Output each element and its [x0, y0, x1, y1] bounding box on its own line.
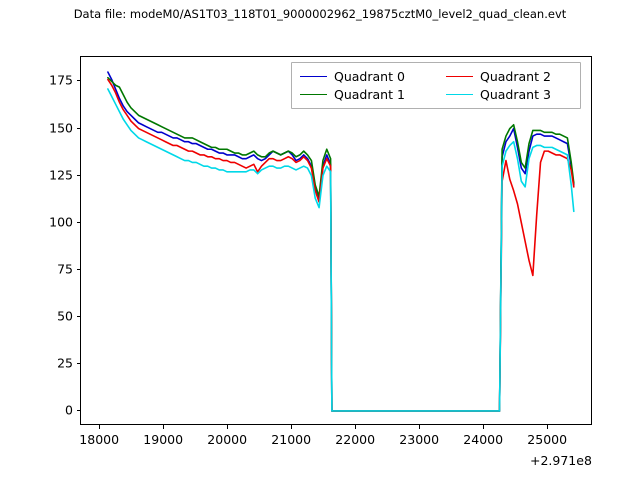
legend-label: Quadrant 0 — [334, 69, 405, 84]
y-tick-label: 25 — [57, 355, 73, 371]
legend-label: Quadrant 2 — [480, 69, 551, 84]
figure-title: Data file: modeM0/AS1T03_118T01_90000029… — [73, 7, 567, 21]
series-line-1 — [107, 76, 575, 412]
legend-grid: Quadrant 0 Quadrant 2 Quadrant 1 Quadrant 3 — [300, 68, 572, 103]
x-tick-label: 25000 — [527, 432, 568, 447]
legend-entry-0[interactable]: Quadrant 0 — [300, 68, 426, 85]
y-tick-mark — [76, 174, 80, 176]
y-tick-mark — [76, 362, 80, 364]
x-axis-offset-label: +2.971e8 — [530, 453, 592, 468]
legend-entry-2[interactable]: Quadrant 2 — [446, 68, 572, 85]
y-tick-label: 50 — [57, 308, 73, 324]
x-tick-mark — [547, 425, 549, 429]
y-tick-mark — [76, 268, 80, 270]
legend-entry-3[interactable]: Quadrant 3 — [446, 86, 572, 103]
x-tick-label: 23000 — [399, 432, 440, 447]
y-tick-mark — [76, 80, 80, 82]
legend-color-swatch — [446, 76, 473, 77]
x-tick-label: 22000 — [335, 432, 376, 447]
y-tick-label: 175 — [49, 72, 73, 88]
legend-entry-1[interactable]: Quadrant 1 — [300, 86, 426, 103]
legend: Quadrant 0 Quadrant 2 Quadrant 1 Quadrant 3 — [291, 62, 581, 109]
series-line-2 — [107, 78, 575, 412]
legend-color-swatch — [300, 76, 327, 77]
x-tick-mark — [99, 425, 101, 429]
x-tick-mark — [355, 425, 357, 429]
legend-color-swatch — [300, 94, 327, 95]
legend-color-swatch — [446, 94, 473, 95]
plot-area — [80, 56, 592, 425]
x-tick-mark — [291, 425, 293, 429]
x-tick-mark — [419, 425, 421, 429]
y-tick-label: 0 — [65, 402, 73, 418]
series-line-3 — [107, 88, 575, 412]
x-tick-label: 19000 — [143, 432, 184, 447]
x-tick-label: 18000 — [79, 432, 120, 447]
x-tick-mark — [227, 425, 229, 429]
y-tick-label: 150 — [49, 120, 73, 136]
y-tick-label: 75 — [57, 261, 73, 277]
y-tick-mark — [76, 127, 80, 129]
x-tick-label: 20000 — [207, 432, 248, 447]
y-tick-label: 100 — [49, 214, 73, 230]
y-tick-mark — [76, 409, 80, 411]
legend-label: Quadrant 1 — [334, 87, 405, 102]
y-tick-mark — [76, 315, 80, 317]
y-tick-label: 125 — [49, 167, 73, 183]
x-tick-label: 24000 — [463, 432, 504, 447]
chart-lines — [107, 71, 575, 412]
y-tick-mark — [76, 221, 80, 223]
x-tick-label: 21000 — [271, 432, 312, 447]
legend-label: Quadrant 3 — [480, 87, 551, 102]
x-tick-mark — [163, 425, 165, 429]
x-tick-mark — [483, 425, 485, 429]
